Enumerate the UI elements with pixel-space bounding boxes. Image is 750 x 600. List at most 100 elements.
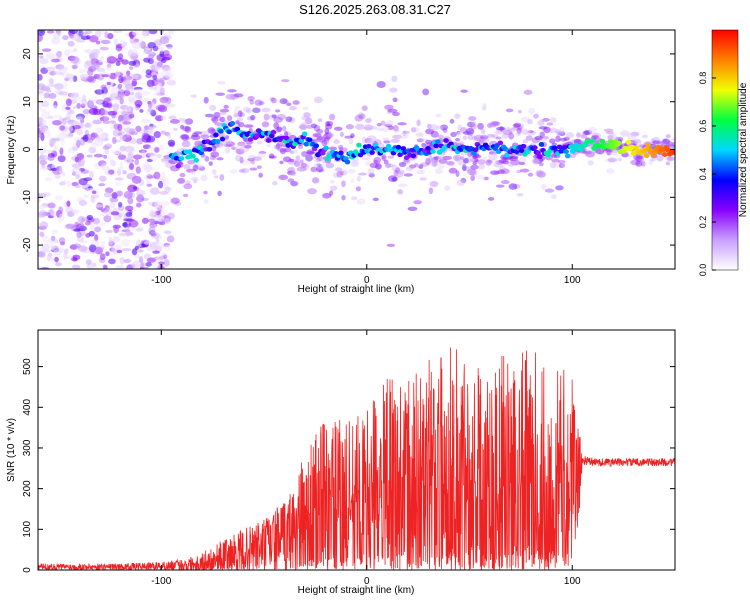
spectrogram-mark — [183, 183, 193, 190]
spectrogram-mark — [164, 186, 171, 194]
spectrogram-mark — [381, 154, 387, 162]
spectrogram-mark — [42, 235, 49, 243]
spectrogram-mark — [485, 159, 492, 166]
spectrogram-mark — [47, 83, 58, 87]
spectrogram-mark — [42, 243, 50, 250]
spectrogram-mark — [479, 135, 489, 140]
spectrogram-mark — [88, 35, 99, 43]
spectrogram-mark — [321, 139, 328, 147]
spectrogram-mark — [403, 173, 413, 177]
spectrogram-mark — [395, 144, 402, 150]
spectrogram-mark — [518, 156, 527, 163]
spectrogram-mark — [538, 142, 545, 147]
colorbar-tick-label: 0.6 — [698, 120, 708, 133]
spectrogram-mark — [273, 122, 280, 130]
spectrogram-mark — [40, 125, 48, 134]
spectrogram-mark — [159, 96, 169, 104]
spectrogram-mark — [635, 160, 643, 167]
spectrogram-mark — [258, 151, 267, 155]
spectrogram-mark — [261, 107, 271, 113]
spectrogram-mark — [66, 200, 71, 207]
spectrogram-mark — [111, 150, 121, 155]
spectrogram-mark — [454, 155, 460, 162]
spectrogram-mark — [455, 170, 460, 177]
spectrogram-mark — [94, 188, 100, 196]
spectrogram-mark — [429, 180, 439, 187]
spectrogram-mark — [140, 31, 148, 39]
spectrogram-mark — [508, 132, 514, 140]
spectrogram-mark — [516, 169, 522, 174]
spectrogram-mark — [207, 127, 216, 134]
spectrogram-mark — [471, 121, 477, 128]
spectrogram-mark — [311, 177, 320, 184]
spectrogram-mark — [396, 171, 404, 178]
spectrogram-mark — [112, 136, 117, 145]
spectrogram-mark — [82, 134, 89, 142]
spectrogram-mark — [645, 142, 652, 148]
spectrogram-mark — [357, 112, 365, 120]
spectrogram-mark — [583, 142, 589, 148]
spectrogram-mark — [38, 30, 46, 36]
spectrogram-mark — [250, 114, 256, 121]
spectrogram-mark — [143, 50, 149, 54]
spectrogram-mark — [162, 50, 170, 57]
spectrogram-mark — [123, 258, 132, 263]
spectrogram-mark — [298, 125, 308, 129]
spectrogram-mark — [289, 150, 295, 154]
spectrogram-mark — [470, 164, 479, 170]
spectrogram-mark — [135, 125, 142, 132]
spectrogram-mark — [589, 138, 596, 144]
spectrogram-mark — [47, 202, 56, 209]
spectrogram-mark — [180, 133, 189, 140]
spectrogram-mark — [198, 166, 206, 171]
spectrogram-mark — [495, 136, 502, 140]
spectrogram-mark — [513, 122, 522, 128]
spectrogram-mark — [643, 153, 650, 159]
spectrogram-mark — [603, 128, 614, 133]
spectrogram-mark — [118, 201, 123, 208]
spectrogram-mark — [151, 261, 161, 269]
spectrogram-mark — [210, 116, 217, 122]
spectrogram-mark — [437, 163, 445, 170]
spectrogram-mark — [361, 105, 368, 111]
spectrogram-mark — [225, 139, 232, 145]
spectrogram-mark — [421, 142, 426, 148]
spectrogram-mark — [91, 62, 101, 70]
spectrogram-mark — [362, 157, 370, 161]
spectrogram-mark — [501, 158, 506, 164]
spectrogram-mark — [124, 127, 131, 133]
spectrogram-mark — [234, 105, 241, 110]
spectrogram-mark — [113, 215, 123, 221]
spectrogram-mark — [46, 30, 55, 34]
spectrogram-mark — [108, 236, 113, 245]
spectrogram-mark — [439, 124, 449, 131]
spectrogram-mark — [438, 158, 448, 164]
spectrogram-mark — [295, 155, 301, 162]
spectrogram-mark — [275, 109, 281, 113]
spectrogram-mark — [206, 146, 213, 152]
spectrogram-mark — [247, 137, 254, 142]
spectrogram-mark — [162, 66, 172, 75]
spectrogram-mark — [234, 126, 241, 132]
spectrogram-mark — [38, 45, 41, 53]
spectrogram-mark — [182, 126, 190, 132]
spectrogram-mark — [161, 158, 168, 164]
spectrogram-mark — [76, 231, 82, 238]
spectrogram-mark — [641, 160, 646, 167]
spectrogram-mark — [549, 138, 556, 144]
spectrogram-mark — [520, 116, 531, 123]
spectrogram-mark — [537, 137, 548, 142]
spectrogram-mark — [184, 118, 194, 125]
spectrogram-mark — [203, 190, 208, 195]
spectrogram-mark — [617, 157, 622, 162]
spectrogram-mark — [96, 40, 101, 45]
spectrogram-mark — [219, 136, 226, 142]
spectrogram-mark — [456, 131, 462, 138]
spectrogram-mark — [88, 52, 95, 57]
spectrogram-mark — [388, 175, 397, 182]
spectrogram-mark — [81, 184, 90, 189]
spectrogram-mark — [124, 205, 134, 212]
spectrogram-mark — [480, 133, 488, 139]
spectrogram-mark — [390, 138, 400, 143]
spectrogram-mark — [71, 264, 81, 269]
